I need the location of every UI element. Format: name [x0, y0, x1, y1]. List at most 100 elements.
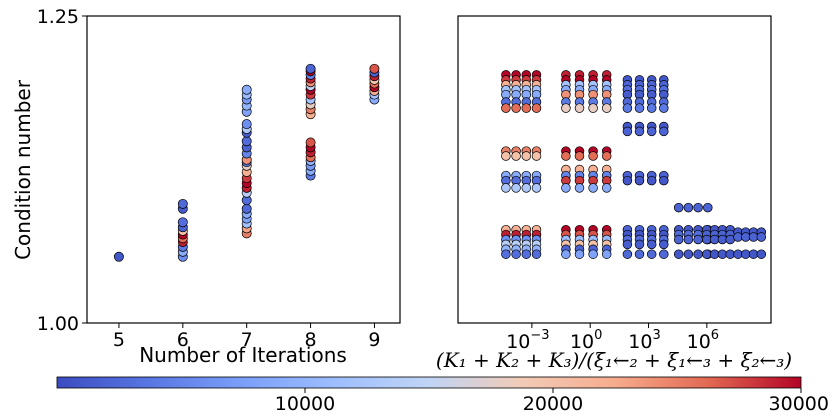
- x-tick-label: 7: [241, 329, 253, 351]
- scatter-point: [683, 202, 694, 213]
- scatter-point: [501, 249, 511, 259]
- scatter-point: [646, 249, 657, 259]
- scatter-point: [588, 183, 598, 193]
- scatter-point: [601, 249, 612, 259]
- scatter-point: [241, 203, 252, 214]
- scatter-point: [588, 151, 598, 161]
- scatter-point: [673, 249, 684, 259]
- scatter-point: [622, 249, 633, 259]
- scatter-point: [659, 249, 669, 259]
- scatter-point: [601, 183, 612, 193]
- scatter-point: [305, 137, 316, 148]
- left-x-ticks: 5 6 7 8 9: [113, 323, 380, 351]
- scatter-point: [693, 234, 703, 245]
- left-panel: 5 6 7 8 9 1.00 1.25 Number of Iterations Cond…: [11, 6, 401, 367]
- scatter-point: [521, 249, 532, 259]
- scatter-point: [531, 183, 542, 193]
- tick-base: 10: [687, 331, 711, 353]
- x-tick-label: 100: [570, 328, 602, 353]
- scatter-point: [531, 103, 542, 113]
- x-tick-label: 9: [368, 329, 380, 351]
- scatter-point: [673, 202, 684, 213]
- x-tick-label: 5: [113, 329, 125, 351]
- scatter-point: [634, 175, 645, 186]
- tick-exponent: 0: [594, 328, 602, 343]
- scatter-point: [177, 217, 188, 228]
- tick-exponent: 6: [711, 328, 719, 343]
- x-tick-label: 106: [687, 328, 719, 353]
- scatter-point: [561, 183, 571, 193]
- scatter-point: [646, 175, 657, 186]
- scatter-point: [574, 151, 585, 161]
- scatter-point: [659, 175, 669, 186]
- scatter-point: [673, 234, 684, 245]
- x-tick-label: 6: [177, 329, 189, 351]
- tick-exponent: 3: [652, 328, 660, 343]
- colorbar-tick-label: 10000: [275, 393, 335, 415]
- right-x-axis-label: (K₁ + K₂ + K₃)/(ξ₁←₂ + ξ₁←₃ + ξ₂←₃): [436, 348, 792, 372]
- x-tick-label: 8: [305, 329, 317, 351]
- scatter-point: [659, 239, 669, 250]
- scatter-point: [622, 175, 633, 186]
- scatter-point: [561, 151, 571, 161]
- scatter-point: [521, 183, 532, 193]
- colorbar-tick-label: 30000: [769, 393, 829, 415]
- scatter-point: [634, 103, 645, 113]
- scatter-point: [634, 239, 645, 250]
- scatter-point: [646, 103, 657, 113]
- scatter-point: [622, 126, 633, 137]
- scatter-point: [501, 151, 511, 161]
- left-axes-frame: [86, 15, 401, 324]
- y-axis-label: Condition number: [11, 79, 35, 260]
- colorbar-tick-label: 20000: [523, 393, 583, 415]
- scatter-point: [725, 234, 735, 245]
- tick-base: 10: [570, 331, 594, 353]
- x-tick-label: 10−3: [506, 328, 549, 353]
- y-tick-label: 1.25: [37, 6, 79, 28]
- scatter-point: [703, 202, 713, 213]
- scatter-point: [574, 103, 585, 113]
- scatter-point: [622, 103, 633, 113]
- scatter-point: [646, 126, 657, 137]
- left-x-axis-label: Number of Iterations: [139, 343, 347, 367]
- scatter-point: [622, 239, 633, 250]
- right-panel: 10−3 100 103 106 (K₁ + K₂ + K₃)/(ξ₁←₂ + ξ₁←…: [436, 15, 792, 372]
- scatter-point: [659, 126, 669, 137]
- scatter-point: [511, 183, 521, 193]
- scatter-point: [531, 151, 542, 161]
- scatter-point: [113, 251, 124, 262]
- scatter-point: [756, 232, 767, 242]
- colorbar-gradient: [56, 376, 802, 389]
- scatter-point: [588, 249, 598, 259]
- y-tick-label: 1.00: [37, 313, 79, 335]
- scatter-point: [521, 103, 532, 113]
- scatter-point: [634, 126, 645, 137]
- scatter-point: [756, 249, 767, 259]
- tick-base: 10: [628, 331, 652, 353]
- right-x-ticks: 10−3 100 103 106: [506, 323, 719, 353]
- colorbar-ticks: 10000 20000 30000: [275, 388, 829, 415]
- scatter-point: [693, 202, 703, 213]
- scatter-point: [646, 239, 657, 250]
- scatter-point: [574, 183, 585, 193]
- scatter-point: [574, 249, 585, 259]
- scatter-point: [521, 151, 532, 161]
- scatter-point: [241, 119, 252, 130]
- scatter-point: [588, 103, 598, 113]
- scatter-point: [511, 103, 521, 113]
- scatter-point: [241, 136, 252, 147]
- scatter-point: [305, 63, 316, 74]
- scatter-point: [683, 249, 694, 259]
- left-scatter-points: [113, 63, 380, 262]
- scatter-point: [634, 249, 645, 259]
- tick-exponent: −3: [530, 328, 549, 343]
- scatter-point: [177, 198, 188, 209]
- scatter-point: [561, 103, 571, 113]
- scatter-point: [241, 84, 252, 95]
- scatter-point: [659, 103, 669, 113]
- scatter-point: [601, 151, 612, 161]
- scatter-point: [561, 249, 571, 259]
- scatter-point: [501, 103, 511, 113]
- scatter-point: [683, 234, 694, 245]
